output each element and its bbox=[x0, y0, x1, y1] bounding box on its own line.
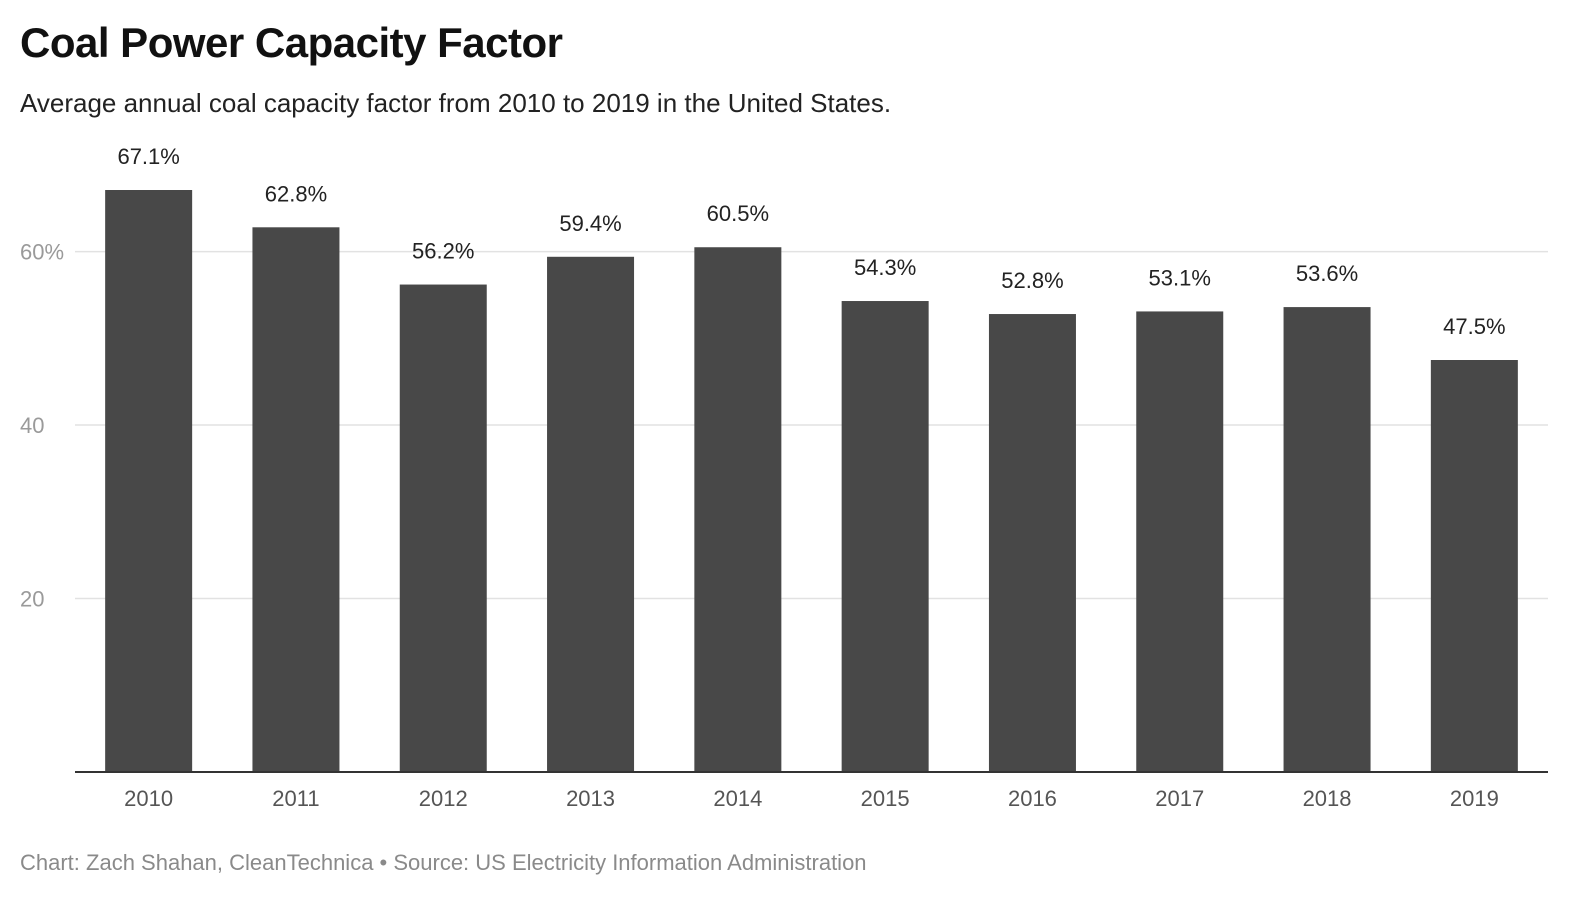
chart-footer: Chart: Zach Shahan, CleanTechnica • Sour… bbox=[20, 850, 867, 875]
bar-2017 bbox=[1136, 311, 1224, 772]
data-label: 47.5% bbox=[1443, 314, 1505, 339]
bar-2014 bbox=[694, 247, 782, 772]
bar-2016 bbox=[988, 314, 1076, 772]
bar-2011 bbox=[252, 227, 340, 772]
bar-2012 bbox=[399, 284, 487, 772]
bar-2013 bbox=[547, 256, 635, 773]
data-label: 56.2% bbox=[412, 239, 474, 264]
y-tick-label: 60% bbox=[20, 240, 64, 265]
x-tick-label: 2017 bbox=[1155, 786, 1204, 811]
chart-title: Coal Power Capacity Factor bbox=[20, 19, 563, 66]
x-tick-label: 2010 bbox=[124, 786, 173, 811]
x-tick-label: 2013 bbox=[566, 786, 615, 811]
data-label: 52.8% bbox=[1001, 268, 1063, 293]
y-tick-label: 20 bbox=[20, 587, 44, 612]
bars bbox=[105, 190, 1518, 773]
bar-2018 bbox=[1283, 307, 1371, 772]
x-tick-label: 2012 bbox=[419, 786, 468, 811]
x-tick-label: 2019 bbox=[1450, 786, 1499, 811]
data-label: 53.1% bbox=[1149, 265, 1211, 290]
y-tick-label: 40 bbox=[20, 413, 44, 438]
data-label: 60.5% bbox=[707, 201, 769, 226]
x-tick-label: 2015 bbox=[861, 786, 910, 811]
bar-2019 bbox=[1430, 360, 1518, 772]
x-tick-label: 2016 bbox=[1008, 786, 1057, 811]
data-label: 54.3% bbox=[854, 255, 916, 280]
data-labels: 67.1% 62.8% 56.2% 59.4% 60.5% 54.3% 52.8% 53.1%… bbox=[117, 144, 1505, 339]
axes: 20 40 60% 2010 2011 2012 2013 2014 2015 2016 2017 2… bbox=[20, 240, 1548, 811]
x-tick-label: 2011 bbox=[272, 786, 319, 811]
bar-2010 bbox=[105, 190, 193, 772]
x-tick-label: 2014 bbox=[713, 786, 762, 811]
data-label: 53.6% bbox=[1296, 261, 1358, 286]
data-label: 67.1% bbox=[117, 144, 179, 169]
data-label: 59.4% bbox=[559, 211, 621, 236]
x-tick-label: 2018 bbox=[1303, 786, 1352, 811]
data-label: 62.8% bbox=[265, 181, 327, 206]
bar-2015 bbox=[841, 301, 929, 772]
chart-subtitle: Average annual coal capacity factor from… bbox=[20, 88, 892, 118]
